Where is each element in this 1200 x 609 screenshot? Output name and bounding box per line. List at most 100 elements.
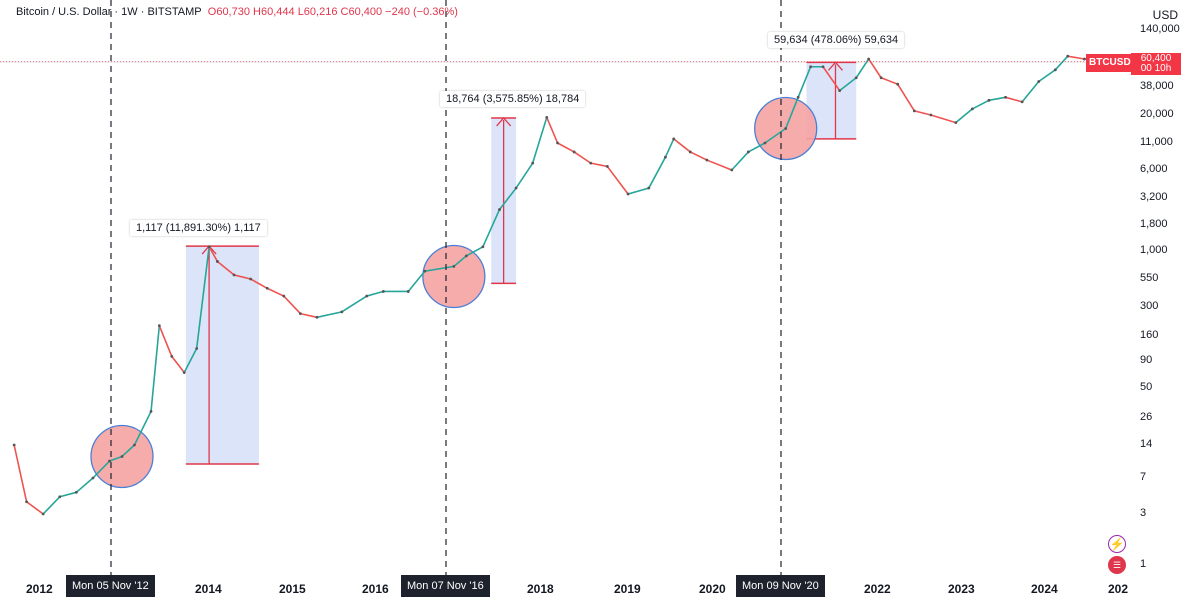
price-point (195, 347, 199, 350)
price-point (207, 245, 211, 249)
price-segment (1004, 96, 1023, 103)
price-point (452, 264, 456, 268)
price-point (1020, 100, 1024, 104)
price-point (1082, 57, 1086, 61)
price-segment (930, 114, 957, 124)
x-tick-label: 2020 (699, 582, 726, 596)
price-point (896, 82, 900, 86)
halving-date-label: Mon 05 Nov '12 (66, 575, 155, 597)
price-point (970, 107, 974, 111)
price-point (730, 168, 734, 172)
price-point (746, 150, 750, 154)
price-segment (764, 127, 787, 144)
price-segment (316, 311, 343, 319)
price-point (464, 254, 468, 258)
y-tick-label: 1,000 (1140, 244, 1168, 256)
range-measure-label: 18,764 (3,575.85%) 18,784 (440, 91, 586, 107)
price-point (108, 459, 111, 463)
price-segment (822, 65, 841, 92)
y-tick-label: 3 (1140, 507, 1147, 519)
price-point (1037, 80, 1041, 83)
price-point (605, 165, 609, 168)
price-point (157, 324, 161, 328)
price-point (796, 95, 800, 99)
price-point (688, 150, 692, 154)
price-point (531, 161, 535, 165)
currency-label[interactable]: USD (1152, 8, 1178, 22)
price-segment (299, 312, 318, 319)
price-point (784, 127, 788, 130)
price-point (25, 500, 28, 504)
price-segment (913, 110, 932, 116)
price-segment (158, 324, 173, 358)
price-segment (531, 116, 548, 164)
y-tick-label: 1 (1140, 558, 1147, 570)
price-point (1053, 68, 1057, 72)
price-segment (648, 156, 667, 189)
price-segment (589, 162, 609, 168)
y-tick-label: 300 (1140, 300, 1159, 312)
last-price-tag: 60,400 00 10h (1131, 53, 1181, 75)
last-price: 60,400 (1140, 53, 1172, 64)
x-tick-label: 2014 (195, 582, 222, 596)
halving-date-label: Mon 09 Nov '20 (736, 575, 825, 597)
price-point (381, 290, 385, 293)
y-tick-label: 6,000 (1140, 163, 1168, 175)
low-value: L60,216 (297, 6, 338, 18)
price-segment (1054, 55, 1069, 71)
price-segment (233, 274, 252, 280)
y-tick-label: 1,800 (1140, 218, 1168, 230)
price-segment (424, 265, 455, 272)
price-point (954, 121, 958, 125)
price-point (987, 98, 991, 102)
price-point (133, 443, 136, 447)
x-tick-label: 2022 (864, 582, 891, 596)
price-point (315, 315, 319, 319)
price-segment (838, 76, 858, 92)
interval-label[interactable]: 1W (121, 6, 138, 18)
price-point (556, 141, 559, 145)
price-point (879, 76, 883, 80)
price-point (249, 277, 252, 281)
symbol-name[interactable]: Bitcoin / U.S. Dollar (16, 6, 112, 18)
price-segment (216, 260, 235, 276)
price-segment (92, 460, 111, 479)
symbol-tag: BTCUSD (1086, 54, 1134, 72)
price-segment (627, 187, 650, 195)
price-segment (365, 290, 385, 297)
price-segment (606, 165, 629, 195)
y-tick-label: 26 (1140, 411, 1153, 423)
y-tick-label: 7 (1140, 471, 1147, 483)
price-point (589, 161, 593, 165)
halving-circle (422, 244, 486, 309)
price-segment (1037, 69, 1057, 83)
change-value: −240 (−0.36%) (385, 6, 458, 18)
price-point (298, 312, 302, 316)
price-point (58, 495, 62, 499)
y-tick-label: 3,200 (1140, 191, 1168, 203)
price-segment (855, 58, 870, 79)
price-point (867, 57, 871, 61)
bar-countdown: 00 10h (1140, 63, 1172, 74)
price-point (809, 65, 812, 69)
price-segment (121, 444, 136, 458)
price-point (705, 158, 709, 162)
price-segment (515, 162, 534, 189)
x-tick-label: 202 (1108, 582, 1129, 596)
price-point (1066, 54, 1070, 58)
price-segment (556, 142, 575, 153)
flash-icon[interactable]: ⚡ (1108, 535, 1126, 553)
price-segment (407, 270, 426, 293)
price-point (282, 294, 286, 298)
us-flag-icon[interactable]: ☰ (1108, 556, 1126, 574)
x-tick-label: 2024 (1031, 582, 1058, 596)
exchange-label: BITSTAMP (147, 6, 202, 18)
price-point (1004, 95, 1007, 99)
x-tick-label: 2019 (614, 582, 641, 596)
chart-header: Bitcoin / U.S. Dollar · 1W · BITSTAMP O6… (16, 6, 458, 18)
price-segment (706, 159, 733, 171)
price-segment (183, 347, 198, 374)
y-tick-label: 20,000 (1140, 108, 1174, 120)
price-point (170, 355, 174, 358)
